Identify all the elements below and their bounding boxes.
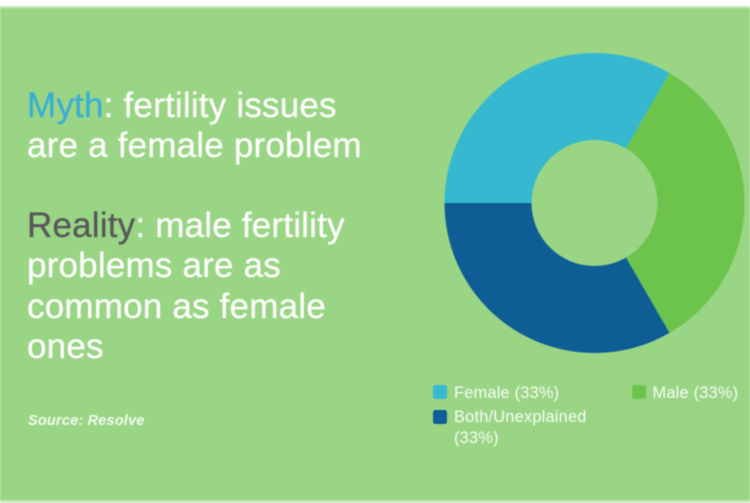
reality-line-1: Reality: male fertility (27, 205, 345, 247)
reality-line-4: ones (27, 327, 104, 366)
top-border (0, 0, 750, 10)
reality-line-2: problems are as (27, 246, 281, 285)
myth-line-1: Myth: fertility issues (27, 85, 362, 127)
myth-line-1-rest: : fertility issues (103, 85, 337, 125)
legend-label-female: Female (33%) (454, 383, 560, 402)
myth-line-2: are a female problem (27, 126, 362, 165)
reality-keyword: Reality (27, 205, 136, 245)
legend-swatch-male (631, 384, 646, 400)
reality-line-1-rest: : male fertility (135, 205, 345, 245)
reality-line-3: common as female (27, 286, 326, 326)
bottom-edge-fade (0, 499, 750, 503)
legend-label-male: Male (33%) (652, 383, 739, 402)
myth-keyword: Myth (27, 85, 104, 125)
source-attribution: Source: Resolve (28, 412, 145, 429)
reality-statement: Reality: male fertility problems are as … (27, 205, 345, 368)
donut-segment-male (594, 53, 745, 353)
donut-hole (531, 140, 658, 266)
myth-statement: Myth: fertility issues are a female prob… (27, 85, 362, 167)
legend-swatch-both (432, 409, 448, 425)
legend-label-both: Both/Unexplained (33%) (454, 408, 587, 447)
legend-swatch-female (432, 384, 448, 400)
